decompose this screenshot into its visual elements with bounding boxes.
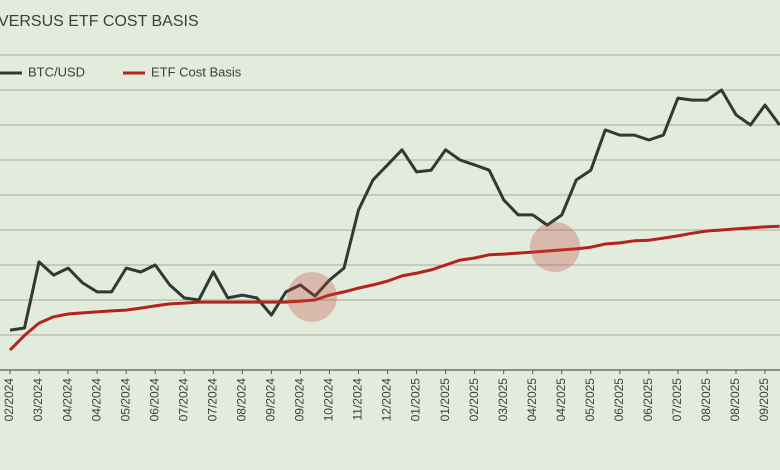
x-tick-label: 01/2025 [438, 378, 452, 422]
legend-label: ETF Cost Basis [151, 64, 242, 79]
x-tick-label: 02/2025 [467, 378, 481, 422]
x-tick-label: 08/2024 [234, 378, 248, 422]
x-tick-label: 03/2024 [31, 378, 45, 422]
highlight-circle [530, 222, 580, 272]
x-tick-label: 08/2025 [699, 378, 713, 422]
x-tick-label: 01/2025 [409, 378, 423, 422]
x-tick-label: 07/2024 [176, 378, 190, 422]
x-tick-label: 08/2025 [728, 378, 742, 422]
x-tick-label: 12/2024 [380, 378, 394, 422]
x-tick-label: 09/2025 [757, 378, 771, 422]
legend-label: BTC/USD [28, 64, 85, 79]
x-tick-label: 04/2025 [525, 378, 539, 422]
x-tick-label: 06/2025 [641, 378, 655, 422]
x-tick-label: 05/2025 [583, 378, 597, 422]
x-tick-label: 07/2024 [205, 378, 219, 422]
x-tick-label: 02/2024 [2, 378, 16, 422]
highlight-circle [287, 272, 337, 322]
x-tick-label: 04/2024 [89, 378, 103, 422]
x-tick-label: 06/2024 [147, 378, 161, 422]
series-line [9, 88, 780, 332]
x-tick-label: 06/2025 [612, 378, 626, 422]
x-tick-label: 09/2024 [293, 378, 307, 422]
x-tick-label: 04/2025 [554, 378, 568, 422]
x-tick-label: 03/2025 [496, 378, 510, 422]
x-tick-label: 10/2024 [322, 378, 336, 422]
x-tick-label: 04/2024 [60, 378, 74, 422]
plot-area: 02/2024 03/2024 04/2024 04/2024 05/2024 06/20… [0, 54, 780, 422]
x-tick-label: 07/2025 [670, 378, 684, 422]
x-tick-label: 05/2024 [118, 378, 132, 422]
x-tick-label: 09/2024 [264, 378, 278, 422]
x-tick-label: 11/2024 [351, 378, 365, 421]
chart-title: VERSUS ETF COST BASIS [0, 13, 199, 30]
series-line [8, 224, 780, 352]
